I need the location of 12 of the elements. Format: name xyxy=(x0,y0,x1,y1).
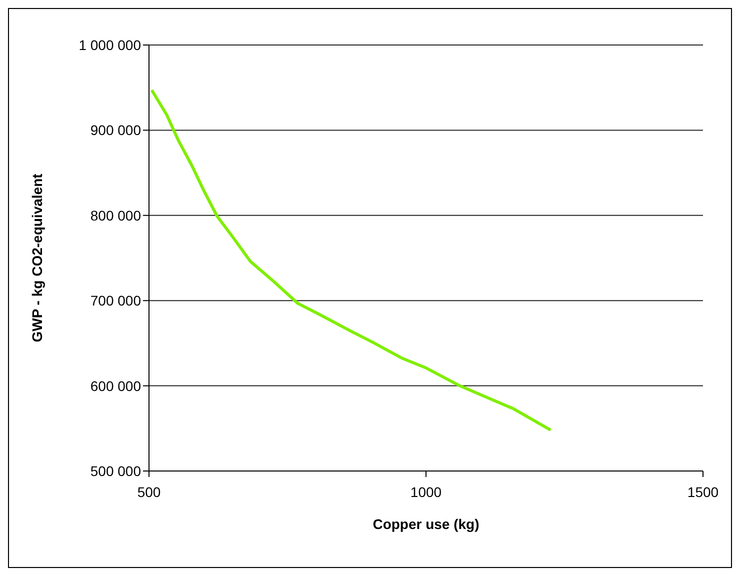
y-tick-label: 1 000 000 xyxy=(78,36,142,53)
y-tick-label: 500 000 xyxy=(90,462,142,479)
x-tick-label: 1000 xyxy=(410,484,442,500)
x-tick-label: 1500 xyxy=(687,484,719,500)
line-series xyxy=(150,88,552,432)
x-axis-title: Copper use (kg) xyxy=(372,516,480,532)
x-tick-label: 500 xyxy=(137,484,161,500)
y-tick-label: 900 000 xyxy=(90,122,142,138)
y-tick-label: 600 000 xyxy=(90,378,142,394)
y-tick-label: 700 000 xyxy=(90,292,142,309)
y-axis-title: GWP - kg CO2-equivalent xyxy=(28,173,45,342)
y-tick-label: 800 000 xyxy=(90,207,142,224)
